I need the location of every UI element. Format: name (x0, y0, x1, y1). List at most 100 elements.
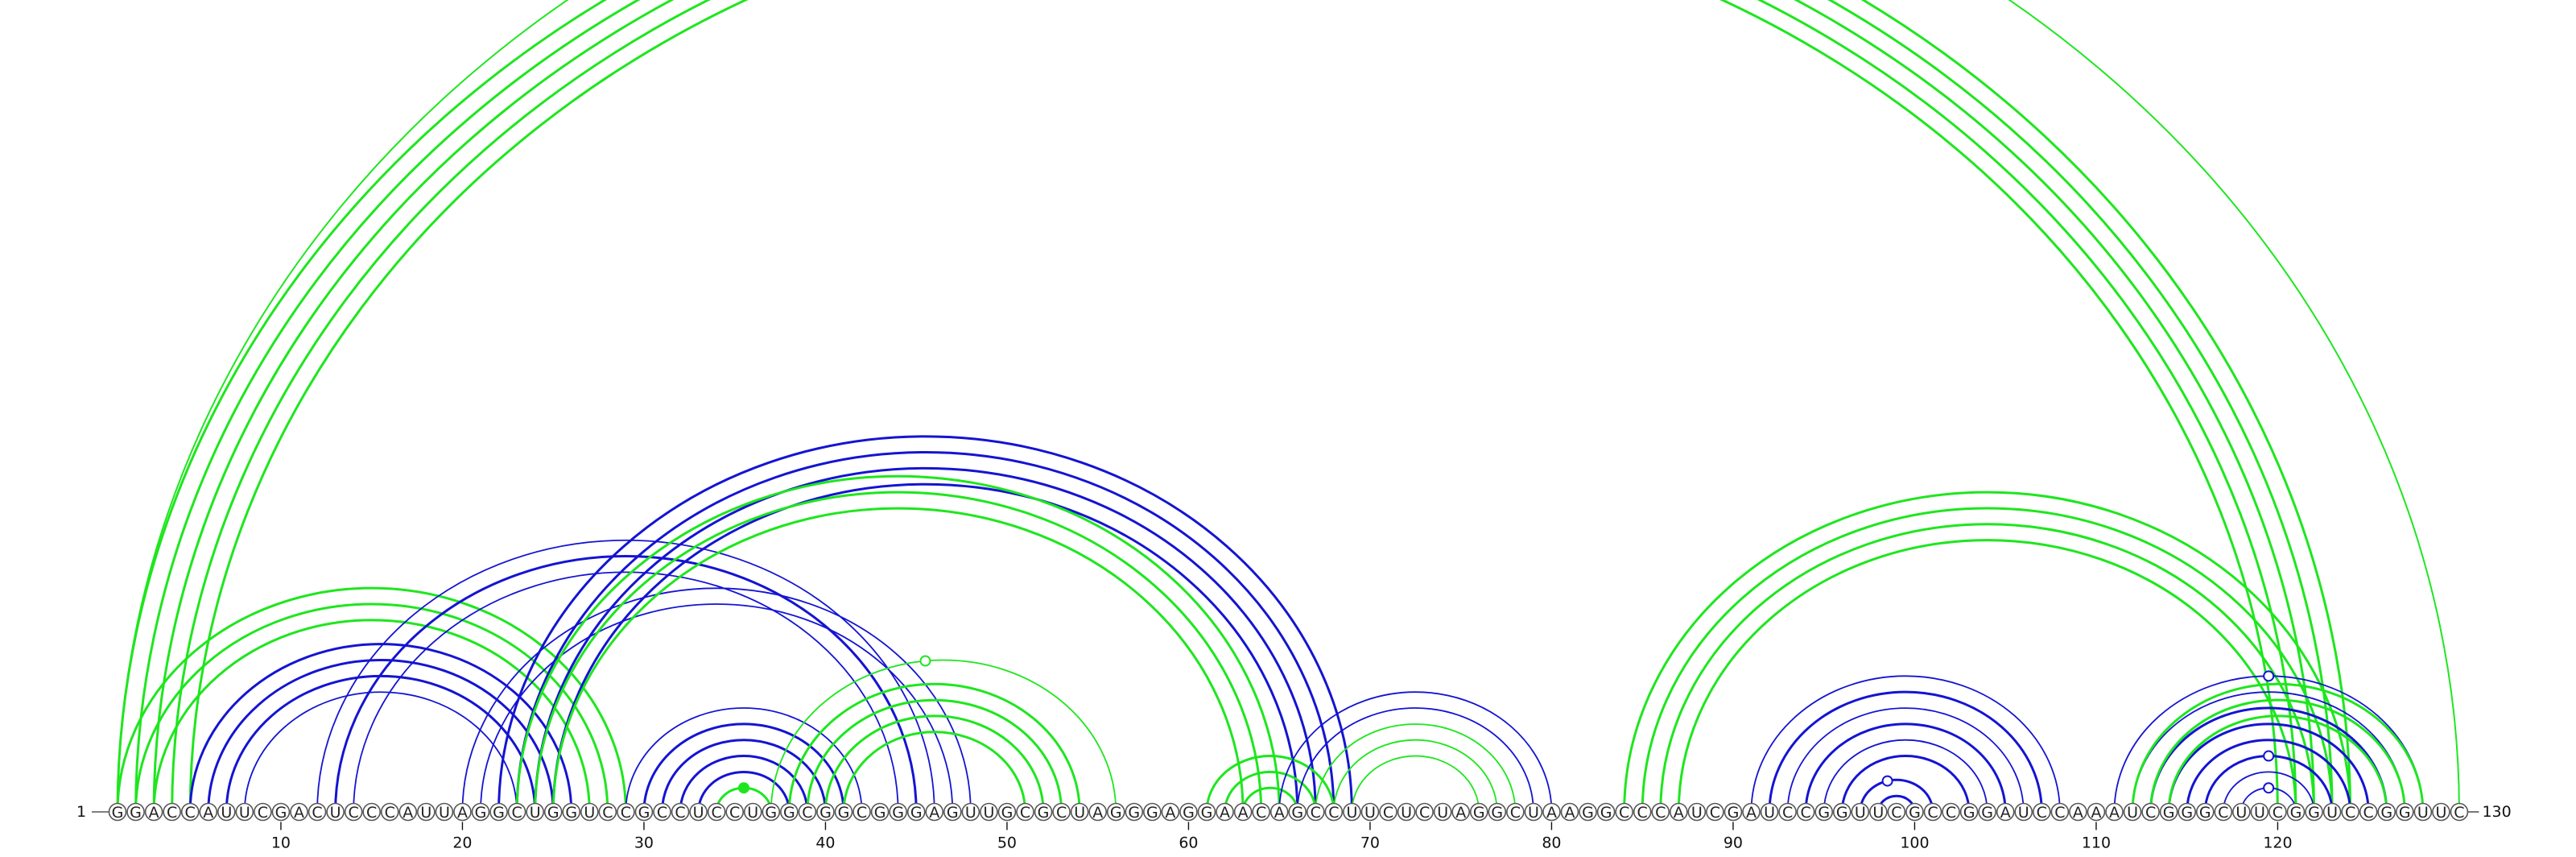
base-pair-arc (117, 0, 2460, 813)
nucleotide: C (653, 802, 671, 822)
svg-text:C: C (1710, 804, 1720, 822)
nucleotide: U (961, 802, 980, 822)
nucleotide: G (471, 802, 490, 822)
svg-text:A: A (2073, 804, 2083, 822)
nucleotide: C (2268, 802, 2287, 822)
base-pair-arc (1859, 778, 1934, 813)
nucleotide: G (1288, 802, 1307, 822)
nucleotide: G (2178, 802, 2196, 822)
base-pair-arc (551, 507, 1245, 813)
tick-label: 40 (815, 834, 835, 852)
nucleotide: G (1034, 802, 1053, 822)
svg-text:G: G (130, 804, 142, 822)
svg-text:C: C (1637, 804, 1648, 822)
nucleotide: G (1596, 802, 1616, 822)
svg-text:C: C (1419, 804, 1430, 822)
nucleotide: G (2396, 802, 2414, 822)
svg-text:A: A (1092, 804, 1103, 822)
nucleotide: C (180, 802, 200, 822)
base-pair-arc (1804, 722, 2007, 813)
nucleotide: G (271, 802, 291, 822)
nucleotide: G (2159, 802, 2178, 822)
sequence-end-label: 130 (2482, 803, 2511, 821)
svg-text:C: C (2145, 804, 2156, 822)
svg-text:U: U (2435, 804, 2446, 822)
base-pair-arc (534, 491, 1263, 813)
base-pair-arc (1786, 707, 2025, 813)
svg-text:G: G (2399, 804, 2411, 822)
nucleotide: C (1506, 802, 1525, 822)
tick-label: 30 (634, 834, 654, 852)
nucleotide: G (634, 802, 654, 822)
svg-text:C: C (312, 804, 322, 822)
base-pair-arc (316, 539, 935, 813)
svg-text:A: A (1274, 804, 1285, 822)
nucleotide: C (1633, 802, 1652, 822)
base-pair-arc (116, 586, 627, 813)
sequence-start-label: 1 (76, 803, 86, 821)
svg-text:C: C (1383, 804, 1393, 822)
nucleotide: A (1161, 802, 1180, 822)
svg-text:A: A (1565, 804, 1575, 822)
nucleotide: U (1397, 802, 1416, 822)
nucleotide: C (798, 802, 817, 822)
base-pair-arc (1241, 786, 1299, 813)
svg-text:U: U (2254, 804, 2265, 822)
base-pair-arc (2167, 722, 2370, 813)
nucleotide: C (2033, 802, 2051, 822)
svg-text:C: C (1311, 804, 1321, 822)
nucleotide: G (834, 802, 853, 822)
base-pair-arc (1278, 691, 1553, 813)
svg-text:G: G (910, 804, 923, 822)
svg-text:U: U (420, 804, 431, 822)
arc-marker (1881, 775, 1893, 787)
nucleotide: C (1379, 802, 1397, 822)
base-pair-arc (497, 435, 1353, 813)
nucleotide: U (2413, 802, 2433, 822)
arc-marker (2263, 750, 2275, 762)
svg-text:G: G (1909, 804, 1921, 822)
nucleotide: C (362, 802, 382, 822)
nucleotide: G (1724, 802, 1743, 822)
svg-text:C: C (802, 804, 812, 822)
svg-text:U: U (2127, 804, 2138, 822)
svg-text:A: A (1674, 804, 1684, 822)
svg-text:G: G (1183, 804, 1195, 822)
svg-text:G: G (892, 804, 904, 822)
nucleotide: U (1433, 802, 1452, 822)
nucleotide: G (2305, 802, 2323, 822)
nucleotide: C (1252, 802, 1270, 822)
nucleotide: C (1887, 802, 1906, 822)
svg-text:C: C (185, 804, 196, 822)
svg-text:G: G (1582, 804, 1594, 822)
svg-text:U: U (221, 804, 232, 822)
nucleotide: U (1869, 802, 1888, 822)
svg-text:G: G (1836, 804, 1848, 822)
base-pair-arc (1315, 722, 1517, 813)
nucleotide: C (725, 802, 745, 822)
svg-text:U: U (330, 804, 341, 822)
nucleotide: U (1070, 802, 1089, 822)
svg-text:G: G (565, 804, 577, 822)
base-pair-arc (116, 0, 2352, 813)
nucleotide: G (780, 802, 799, 822)
nucleotide: C (2341, 802, 2359, 822)
nucleotide: U (435, 802, 454, 822)
svg-text:G: G (1291, 804, 1303, 822)
svg-text:A: A (1238, 804, 1249, 822)
base-pair-arc (661, 739, 827, 813)
nucleotide: G (489, 802, 508, 822)
base-pair-arc (1296, 707, 1534, 813)
nucleotide: G (870, 802, 890, 822)
base-pair-arc (188, 643, 573, 813)
svg-text:A: A (929, 804, 939, 822)
svg-text:C: C (1927, 804, 1938, 822)
base-pair-arc (152, 619, 591, 813)
tick-label: 110 (2082, 834, 2111, 852)
svg-text:G: G (947, 804, 959, 822)
base-pair-arc (1205, 755, 1335, 813)
svg-text:C: C (621, 804, 631, 822)
nucleotide: C (344, 802, 363, 822)
nucleotide: U (2123, 802, 2142, 822)
